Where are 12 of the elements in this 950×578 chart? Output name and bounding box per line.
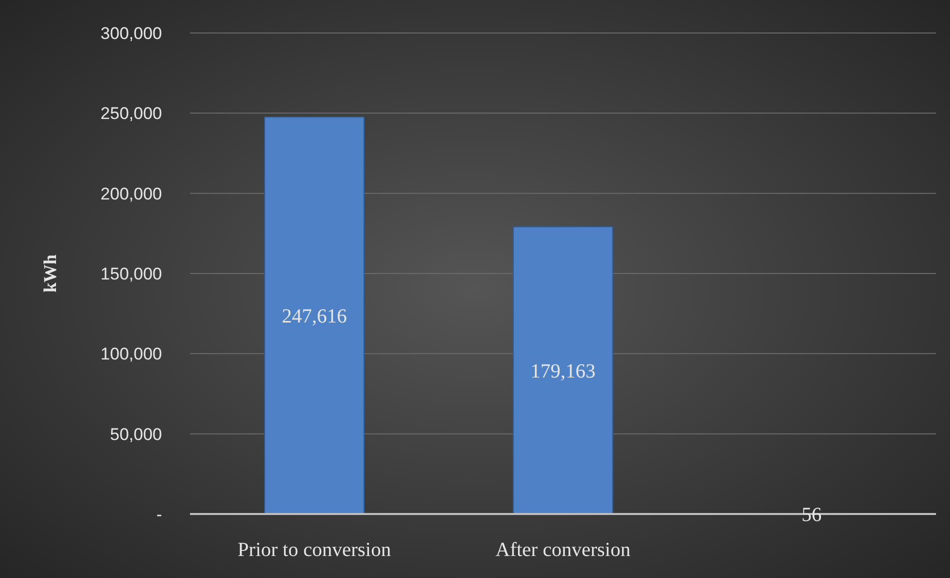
y-axis-title: kWh <box>40 254 60 293</box>
y-tick-label: 150,000 <box>100 264 162 284</box>
data-label: 247,616 <box>282 305 347 328</box>
y-tick-label: - <box>156 504 162 524</box>
y-tick-label: 50,000 <box>110 424 162 444</box>
x-tick-label: Prior to conversion <box>238 539 391 561</box>
y-tick-label: 200,000 <box>100 184 162 204</box>
y-tick-label: 300,000 <box>100 24 162 43</box>
y-tick-label: 100,000 <box>100 344 162 364</box>
x-tick-label: After conversion <box>496 539 630 561</box>
y-tick-label: 250,000 <box>100 104 162 124</box>
data-label: 179,163 <box>530 360 596 382</box>
